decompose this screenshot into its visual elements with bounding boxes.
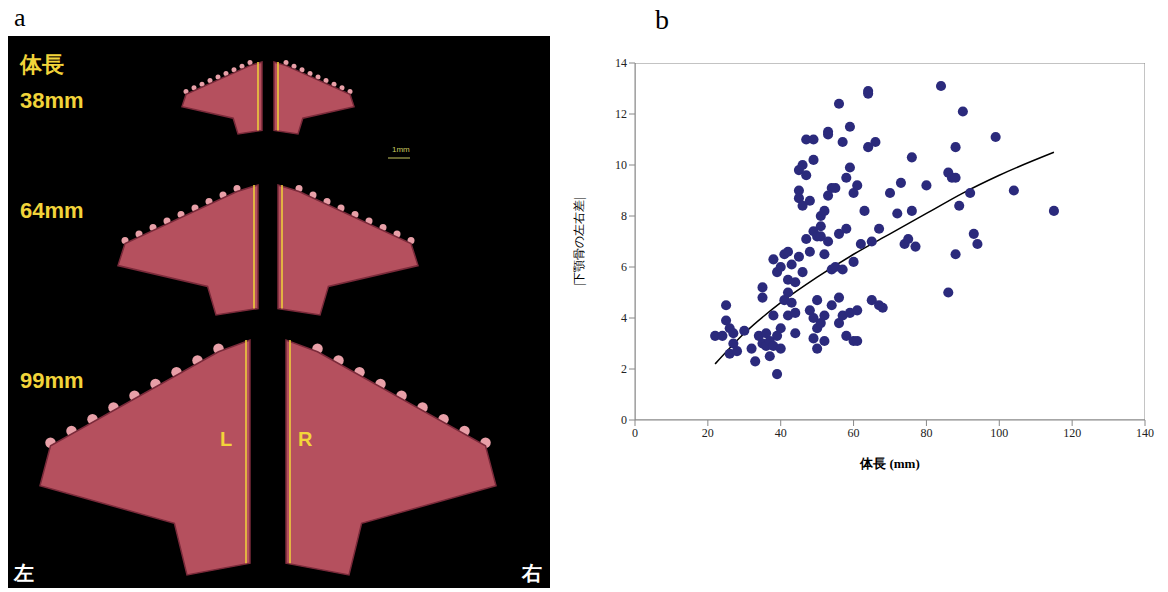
svg-text:99mm: 99mm (20, 368, 84, 393)
svg-text:10: 10 (615, 158, 627, 172)
svg-text:40: 40 (775, 426, 787, 440)
svg-text:120: 120 (1063, 426, 1081, 440)
svg-text:8: 8 (621, 209, 627, 223)
svg-text:体長 (mm): 体長 (mm) (859, 456, 920, 471)
svg-text:64mm: 64mm (20, 198, 84, 223)
svg-text:1mm: 1mm (392, 145, 410, 154)
svg-text:12: 12 (615, 107, 627, 121)
svg-text:60: 60 (848, 426, 860, 440)
svg-text:左: 左 (13, 562, 34, 584)
svg-text:140: 140 (1136, 426, 1154, 440)
svg-text:2: 2 (621, 362, 627, 376)
svg-text:体長: 体長 (19, 52, 64, 77)
svg-text:4: 4 (621, 311, 627, 325)
svg-text:R: R (298, 428, 313, 450)
svg-text:a: a (14, 3, 26, 32)
svg-text:L: L (220, 428, 232, 450)
svg-text:38mm: 38mm (20, 88, 84, 113)
svg-text:14: 14 (615, 56, 627, 70)
svg-text:100: 100 (990, 426, 1008, 440)
html-text:b: b (655, 4, 669, 35)
svg-text:右: 右 (521, 562, 542, 584)
svg-text:|下顎骨の左右差|: |下顎骨の左右差| (572, 197, 586, 286)
svg-text:80: 80 (920, 426, 932, 440)
svg-text:0: 0 (621, 413, 627, 427)
svg-text:6: 6 (621, 260, 627, 274)
svg-text:0: 0 (632, 426, 638, 440)
svg-text:20: 20 (702, 426, 714, 440)
